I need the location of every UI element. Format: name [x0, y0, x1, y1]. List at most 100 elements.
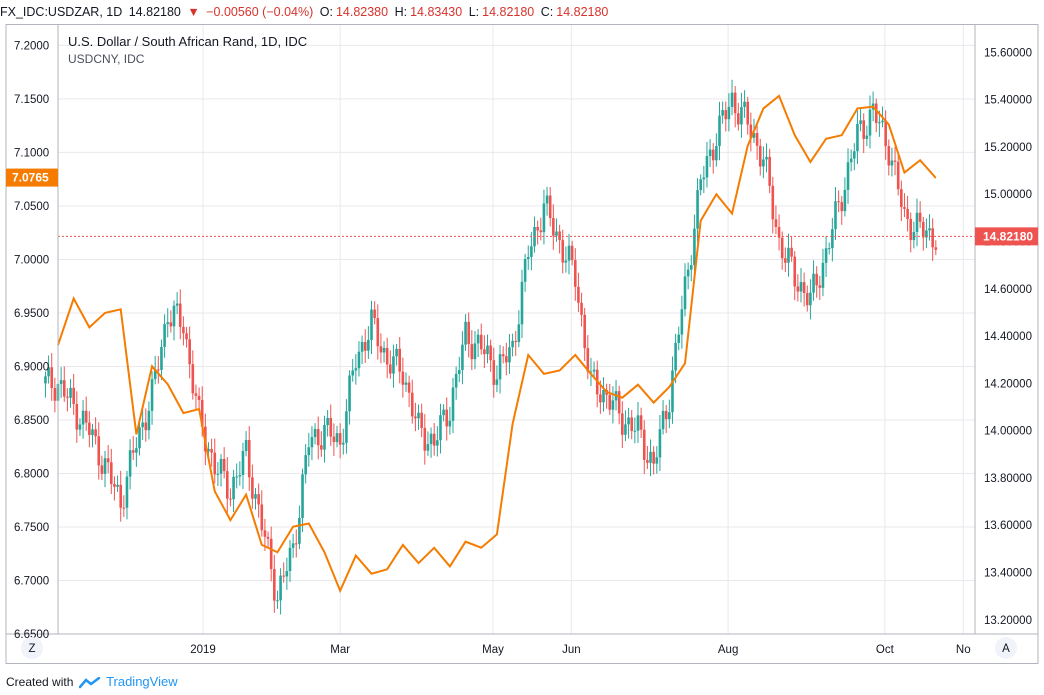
candle-body [348, 375, 351, 412]
candle-body [200, 399, 204, 427]
candle-body [216, 473, 220, 475]
right-axis-tick: 14.60000 [984, 284, 1032, 296]
candle-body [461, 344, 464, 371]
candle-body [417, 412, 420, 419]
candle-body [545, 195, 549, 204]
candle-body [260, 504, 264, 531]
candle-body [608, 394, 612, 410]
left-axis-tick: 6.6500 [14, 629, 49, 641]
candle-body [661, 410, 665, 430]
candle-body [301, 474, 304, 518]
candle-body [222, 458, 226, 472]
symbol-label[interactable]: FX_IDC:USDZAR, 1D [0, 5, 123, 19]
right-axis-ticks[interactable]: 13.20000 13.40000 13.60000 13.80000 14.00000… [984, 47, 1032, 626]
candle-body [426, 444, 430, 451]
candle-body [269, 538, 273, 570]
candle-body [457, 370, 461, 374]
candle-body [345, 411, 348, 443]
candle-body [442, 409, 445, 416]
candle-body [263, 530, 267, 537]
candle-body [890, 160, 894, 166]
candle-body [746, 101, 750, 125]
candle-body [934, 247, 938, 250]
candle-body [69, 387, 72, 398]
left-axis-ticks[interactable]: 6.6500 6.7000 6.7500 6.8000 6.8500 6.9000 6.95… [14, 40, 49, 641]
candle-body [479, 334, 483, 350]
candle-body [279, 575, 282, 601]
candle-body [304, 455, 307, 475]
candle-body [802, 282, 806, 294]
left-scale-button[interactable]: Z [21, 637, 43, 659]
candle-body [498, 354, 502, 380]
left-axis-tick: 7.1500 [14, 94, 49, 106]
candle-body [113, 483, 116, 487]
candle-body [918, 212, 922, 222]
candle-body [163, 324, 166, 347]
candle-body [564, 260, 568, 263]
price-change: −0.00560 (−0.04%) [206, 5, 314, 19]
candle-body [840, 202, 844, 212]
candle-body [59, 380, 63, 384]
time-axis-tick: Jun [562, 644, 581, 656]
tradingview-brand[interactable]: TradingView [106, 674, 178, 689]
candle-body [711, 149, 715, 161]
candle-body [718, 115, 721, 147]
candle-body [360, 342, 364, 352]
candle-body [160, 346, 163, 370]
candle-body [812, 273, 815, 293]
candle-body [558, 231, 561, 241]
candle-body [298, 517, 301, 544]
candle-body [530, 246, 533, 257]
candle-body [81, 410, 85, 425]
candle-body [423, 427, 427, 451]
candle-body [508, 347, 511, 363]
candle-body [849, 158, 853, 163]
high-value: 14.83430 [410, 5, 463, 19]
candle-body [194, 393, 198, 396]
candle-body [627, 417, 630, 425]
candle-body [768, 156, 771, 186]
candle-body [373, 309, 376, 319]
candle-body [341, 442, 345, 445]
candle-body [172, 305, 176, 327]
right-scale-button[interactable]: A [995, 637, 1017, 659]
candle-body [473, 343, 477, 360]
open-value: 14.82380 [335, 5, 389, 19]
right-axis-tick: 14.00000 [984, 426, 1032, 438]
candle-body [282, 575, 286, 577]
candle-body [147, 410, 151, 431]
time-axis-ticks[interactable]: 2019 Mar May Jun Aug Oct No [190, 644, 970, 656]
candle-body [805, 293, 809, 306]
last-price: 14.82180 [128, 5, 181, 19]
candle-body [818, 285, 822, 288]
candle-body [868, 109, 872, 136]
candle-body [410, 392, 414, 417]
candle-body [589, 371, 593, 373]
candle-body [476, 334, 480, 344]
candle-body [436, 440, 439, 446]
candle-body [367, 339, 370, 351]
candle-body [702, 177, 706, 180]
candle-body [414, 416, 417, 419]
candle-body [837, 201, 840, 203]
candle-body [495, 379, 499, 385]
candle-body [326, 417, 329, 426]
high-label: H: [394, 5, 408, 19]
candle-body [439, 415, 442, 441]
candle-body [570, 245, 574, 261]
candle-body [721, 110, 724, 116]
candle-body [780, 237, 784, 259]
time-axis-tick: Oct [876, 644, 895, 656]
candle-body [777, 226, 781, 238]
price-chart[interactable]: 6.6500 6.7000 6.7500 6.8000 6.8500 6.9000 6.95… [0, 24, 1044, 664]
candle-body [467, 321, 470, 345]
candle-body [787, 247, 790, 263]
time-axis-tick: 2019 [190, 644, 216, 656]
candle-body [573, 260, 577, 287]
right-axis-tick: 15.60000 [984, 47, 1032, 59]
candle-body [62, 380, 66, 397]
candle-body [150, 379, 154, 411]
candle-body [536, 227, 539, 231]
candle-body [630, 417, 634, 432]
candle-body [44, 376, 47, 384]
